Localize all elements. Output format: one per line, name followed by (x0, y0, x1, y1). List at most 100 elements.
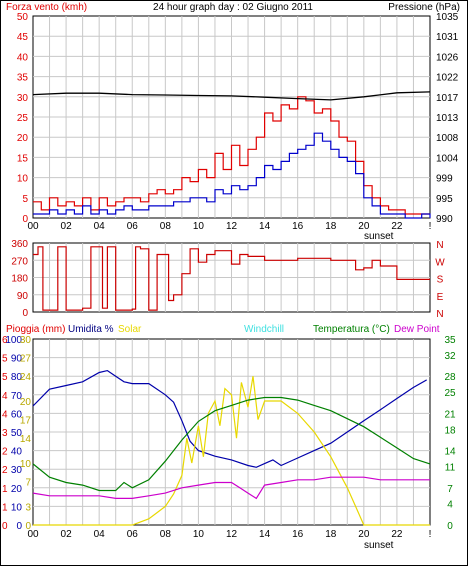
direction-y-tick: 360 (11, 239, 28, 250)
wind-sunset-label: sunset (364, 231, 394, 242)
direction-y-tick: 0 (22, 308, 28, 319)
climate-x-tick: 18 (325, 529, 337, 540)
climate-x-tick: 04 (94, 529, 106, 540)
pressure-y-tick: 1031 (436, 32, 459, 43)
humidity-line (32, 369, 427, 468)
wind-x-tick: 22 (391, 221, 403, 232)
humidity-y-tick: 70 (11, 391, 23, 402)
temp-y-tick: 32 (444, 351, 456, 362)
pressure-y-tick: 1026 (436, 52, 459, 63)
climate-legend-item: Dew Point (394, 324, 440, 335)
direction-compass-tick: E (437, 292, 444, 303)
pressure-line (32, 91, 431, 101)
rain-y-tick: 0 (2, 521, 8, 532)
wind-y-tick: 20 (17, 133, 29, 144)
solar-line (33, 376, 430, 526)
temp-y-tick: 0 (447, 521, 453, 532)
climate-x-tick: 12 (226, 529, 238, 540)
humidity-y-tick: 100 (5, 335, 22, 346)
wind-x-tick: 18 (325, 221, 337, 232)
climate-legend-item: Temperatura (°C) (313, 324, 390, 335)
climate-x-tick: ! (429, 529, 432, 540)
climate-x-tick: 00 (27, 529, 39, 540)
direction-y-tick: 90 (17, 291, 29, 302)
temp-y-tick: 35 (444, 335, 456, 346)
temp-y-tick: 21 (444, 409, 456, 420)
humidity-y-tick: 30 (11, 465, 23, 476)
wind-series-line (33, 132, 431, 219)
rain-y-tick: 5 (2, 372, 8, 383)
direction-y-tick: 270 (11, 256, 28, 267)
wind-x-tick: ! (429, 221, 432, 232)
humidity-y-tick: 80 (11, 372, 23, 383)
rain-y-tick: 2 (2, 465, 8, 476)
climate-x-tick: 16 (292, 529, 304, 540)
climate-x-tick: 10 (193, 529, 205, 540)
humidity-y-tick: 10 (11, 502, 23, 513)
wind-x-tick: 14 (259, 221, 271, 232)
rain-y-tick: 3 (2, 428, 8, 439)
rain-y-tick: 1 (2, 502, 8, 513)
pressure-y-tick: 990 (436, 214, 453, 225)
wind-y-tick: 30 (17, 93, 29, 104)
solar-y-tick: 0 (25, 521, 31, 532)
climate-x-tick: 06 (127, 529, 139, 540)
pressure-y-tick: 1008 (436, 133, 459, 144)
climate-x-tick: 14 (259, 529, 271, 540)
solar-y-tick: 24 (20, 372, 32, 383)
wind-x-tick: 06 (127, 221, 139, 232)
direction-y-tick: 180 (11, 274, 28, 285)
wind-y-tick: 15 (17, 153, 29, 164)
rain-y-tick: 1 (2, 484, 8, 495)
climate-x-tick: 08 (160, 529, 172, 540)
wind-x-tick: 02 (61, 221, 73, 232)
climate-legend-item: Windchill (244, 324, 284, 335)
humidity-y-tick: 40 (11, 447, 23, 458)
rain-y-tick: 4 (2, 409, 8, 420)
wind-y-tick: 5 (22, 194, 28, 205)
wind-x-tick: 04 (94, 221, 106, 232)
rain-y-tick: 6 (2, 335, 8, 346)
pressure-y-tick: 999 (436, 174, 453, 185)
wind-y-tick: 25 (17, 113, 29, 124)
temp-y-tick: 7 (447, 484, 453, 495)
wind-x-tick: 08 (160, 221, 172, 232)
humidity-y-tick: 0 (16, 521, 22, 532)
wind-y-tick: 50 (17, 12, 29, 23)
solar-y-tick: 30 (20, 335, 32, 346)
temp-y-tick: 28 (444, 372, 456, 383)
pressure-y-tick: 1022 (436, 73, 459, 84)
humidity-y-tick: 60 (11, 409, 23, 420)
wind-axis-label: Forza vento (kmh) (6, 2, 87, 13)
humidity-y-tick: 90 (11, 354, 23, 365)
solar-y-tick: 17 (20, 416, 32, 427)
direction-compass-tick: N (436, 309, 443, 320)
wind-x-tick: 00 (27, 221, 39, 232)
pressure-y-tick: 1035 (436, 12, 459, 23)
wind-x-tick: 12 (226, 221, 238, 232)
temp-y-tick: 25 (444, 388, 456, 399)
wind-x-tick: 10 (193, 221, 205, 232)
direction-line (33, 246, 430, 311)
wind-series-line (33, 96, 430, 215)
wind-x-tick: 20 (358, 221, 370, 232)
pressure-y-tick: 1017 (436, 93, 459, 104)
climate-legend-item: Pioggia (mm) (6, 324, 65, 335)
temp-y-tick: 18 (444, 425, 456, 436)
direction-compass-tick: N (436, 240, 443, 251)
wind-y-tick: 0 (22, 214, 28, 225)
rain-y-tick: 5 (2, 354, 8, 365)
solar-y-tick: 7 (25, 478, 31, 489)
solar-y-tick: 10 (20, 459, 32, 470)
pressure-y-tick: 995 (436, 194, 453, 205)
direction-compass-tick: S (437, 275, 444, 286)
wind-y-tick: 45 (17, 32, 29, 43)
wind-y-tick: 10 (17, 174, 29, 185)
pressure-y-tick: 1004 (436, 153, 459, 164)
humidity-y-tick: 20 (11, 484, 23, 495)
direction-compass-tick: W (435, 257, 445, 268)
climate-x-tick: 22 (391, 529, 403, 540)
rain-y-tick: 4 (2, 391, 8, 402)
climate-sunset-label: sunset (364, 540, 394, 551)
